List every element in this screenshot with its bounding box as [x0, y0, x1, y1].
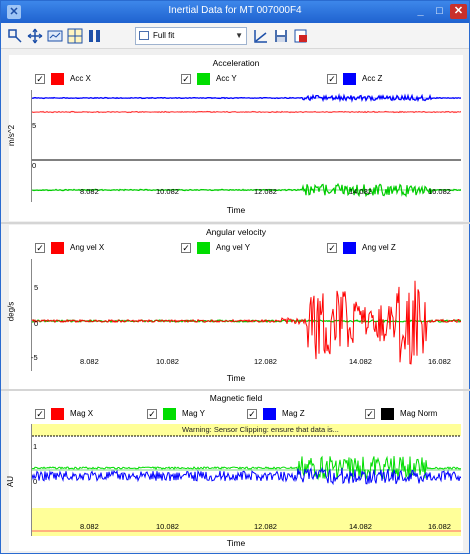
- angular-velocity-plot[interactable]: 8.082 10.082 12.082 14.082 16.082: [31, 259, 461, 371]
- checkbox[interactable]: ✓: [327, 243, 337, 253]
- x-tick: 8.082: [80, 357, 99, 366]
- angular-velocity-plot-area: [32, 280, 461, 365]
- x-tick: 10.082: [156, 522, 179, 531]
- y-tick: 0: [34, 319, 39, 328]
- legend-swatch: [343, 242, 356, 254]
- app-logo-icon: ✕: [7, 5, 21, 19]
- checkbox[interactable]: ✓: [365, 409, 375, 419]
- legend-label: Acc X: [70, 74, 91, 83]
- pan-zoom-icon[interactable]: [7, 28, 23, 44]
- checkbox[interactable]: ✓: [35, 409, 45, 419]
- legend-swatch: [343, 73, 356, 85]
- columns-icon[interactable]: [87, 28, 103, 44]
- legend-swatch: [197, 242, 210, 254]
- panel-divider[interactable]: [1, 389, 470, 391]
- fit-mode-value: Full fit: [153, 31, 175, 40]
- angular-velocity-y-label: deg/s: [6, 301, 16, 322]
- legend-swatch: [381, 408, 394, 420]
- legend-label: Ang vel X: [70, 243, 105, 252]
- x-tick: 16.082: [428, 357, 451, 366]
- y-tick: 5: [32, 121, 37, 130]
- grid-icon[interactable]: [67, 28, 83, 44]
- x-tick: 14.082: [349, 187, 372, 196]
- acceleration-plot-area: [32, 92, 461, 198]
- fit-icon[interactable]: [47, 28, 63, 44]
- magnetic-field-panel: Magnetic field ✓ Mag X ✓ Mag Y ✓ Mag Z ✓ Mag…: [6, 391, 463, 551]
- x-tick: 14.082: [349, 522, 372, 531]
- angular-velocity-legend: ✓ Ang vel X ✓ Ang vel Y ✓ Ang vel Z: [9, 241, 463, 257]
- legend-label: Acc Z: [362, 74, 383, 83]
- checkbox[interactable]: ✓: [181, 74, 191, 84]
- acceleration-x-label: Time: [226, 205, 246, 215]
- line-tool-icon[interactable]: [253, 28, 269, 44]
- acceleration-panel: Acceleration ✓ Acc X ✓ Acc Y ✓ Acc Z 8.082 …: [7, 55, 463, 221]
- maximize-button[interactable]: □: [436, 5, 443, 17]
- window-title: Inertial Data for MT 007000F4: [168, 5, 302, 16]
- magnetic-field-x-label: Time: [226, 538, 246, 548]
- move-icon[interactable]: [27, 28, 43, 44]
- y-tick: 0: [32, 161, 37, 170]
- checkbox[interactable]: ✓: [35, 74, 45, 84]
- chevron-down-icon: ▼: [235, 31, 243, 40]
- sensor-clipping-warning: Warning: Sensor Clipping: ensure that da…: [182, 425, 339, 434]
- legend-swatch: [263, 408, 276, 420]
- x-tick: 16.082: [428, 187, 451, 196]
- title-bar[interactable]: ✕ Inertial Data for MT 007000F4 _ □ ✕: [1, 1, 469, 23]
- save-icon[interactable]: [273, 28, 289, 44]
- magnetic-field-legend: ✓ Mag X ✓ Mag Y ✓ Mag Z ✓ Mag Norm: [9, 407, 463, 423]
- y-tick: -5: [31, 353, 38, 362]
- toolbar: Full fit ▼: [1, 23, 469, 49]
- acceleration-title: Acceleration: [212, 58, 260, 68]
- magnetic-field-y-label: AU: [6, 475, 16, 488]
- checkbox[interactable]: ✓: [35, 243, 45, 253]
- x-tick: 16.082: [428, 522, 451, 531]
- legend-label: Mag Y: [182, 409, 205, 418]
- magnetic-field-title: Magnetic field: [209, 393, 263, 403]
- acceleration-plot[interactable]: 8.082 10.082 12.082 14.082 16.082: [31, 90, 461, 202]
- legend-label: Mag X: [70, 409, 94, 418]
- legend-swatch: [51, 73, 64, 85]
- checkbox[interactable]: ✓: [147, 409, 157, 419]
- legend-label: Mag Z: [282, 409, 305, 418]
- legend-label: Acc Y: [216, 74, 237, 83]
- checkbox[interactable]: ✓: [247, 409, 257, 419]
- close-button[interactable]: ✕: [450, 4, 467, 19]
- x-tick: 12.082: [254, 522, 277, 531]
- x-tick: 10.082: [156, 357, 179, 366]
- x-tick: 12.082: [254, 187, 277, 196]
- legend-swatch: [197, 73, 210, 85]
- y-tick: 5: [34, 283, 39, 292]
- angular-velocity-title: Angular velocity: [205, 227, 266, 237]
- magnetic-field-plot-area: [32, 424, 461, 536]
- legend-swatch: [51, 408, 64, 420]
- legend-label: Ang vel Z: [362, 243, 396, 252]
- fit-mode-select[interactable]: Full fit ▼: [135, 27, 247, 45]
- legend-swatch: [51, 242, 64, 254]
- x-tick: 8.082: [80, 187, 99, 196]
- y-tick: 0: [33, 477, 38, 486]
- checkbox[interactable]: ✓: [327, 74, 337, 84]
- export-icon[interactable]: [293, 28, 309, 44]
- x-tick: 8.082: [80, 522, 99, 531]
- angular-velocity-panel: Angular velocity ✓ Ang vel X ✓ Ang vel Y ✓…: [6, 225, 463, 389]
- legend-label: Mag Norm: [400, 409, 438, 418]
- panel-divider[interactable]: [1, 222, 470, 224]
- x-tick: 12.082: [254, 357, 277, 366]
- angular-velocity-x-label: Time: [226, 373, 246, 383]
- y-tick: 1: [33, 442, 38, 451]
- fit-mode-icon: [139, 31, 149, 40]
- legend-label: Ang vel Y: [216, 243, 251, 252]
- legend-swatch: [163, 408, 176, 420]
- acceleration-y-label: m/s^2: [7, 124, 17, 147]
- acceleration-legend: ✓ Acc X ✓ Acc Y ✓ Acc Z: [9, 72, 463, 88]
- x-tick: 14.082: [349, 357, 372, 366]
- checkbox[interactable]: ✓: [181, 243, 191, 253]
- minimize-button[interactable]: _: [417, 5, 424, 17]
- magnetic-field-plot[interactable]: Warning: Sensor Clipping: ensure that da…: [31, 424, 461, 536]
- x-tick: 10.082: [156, 187, 179, 196]
